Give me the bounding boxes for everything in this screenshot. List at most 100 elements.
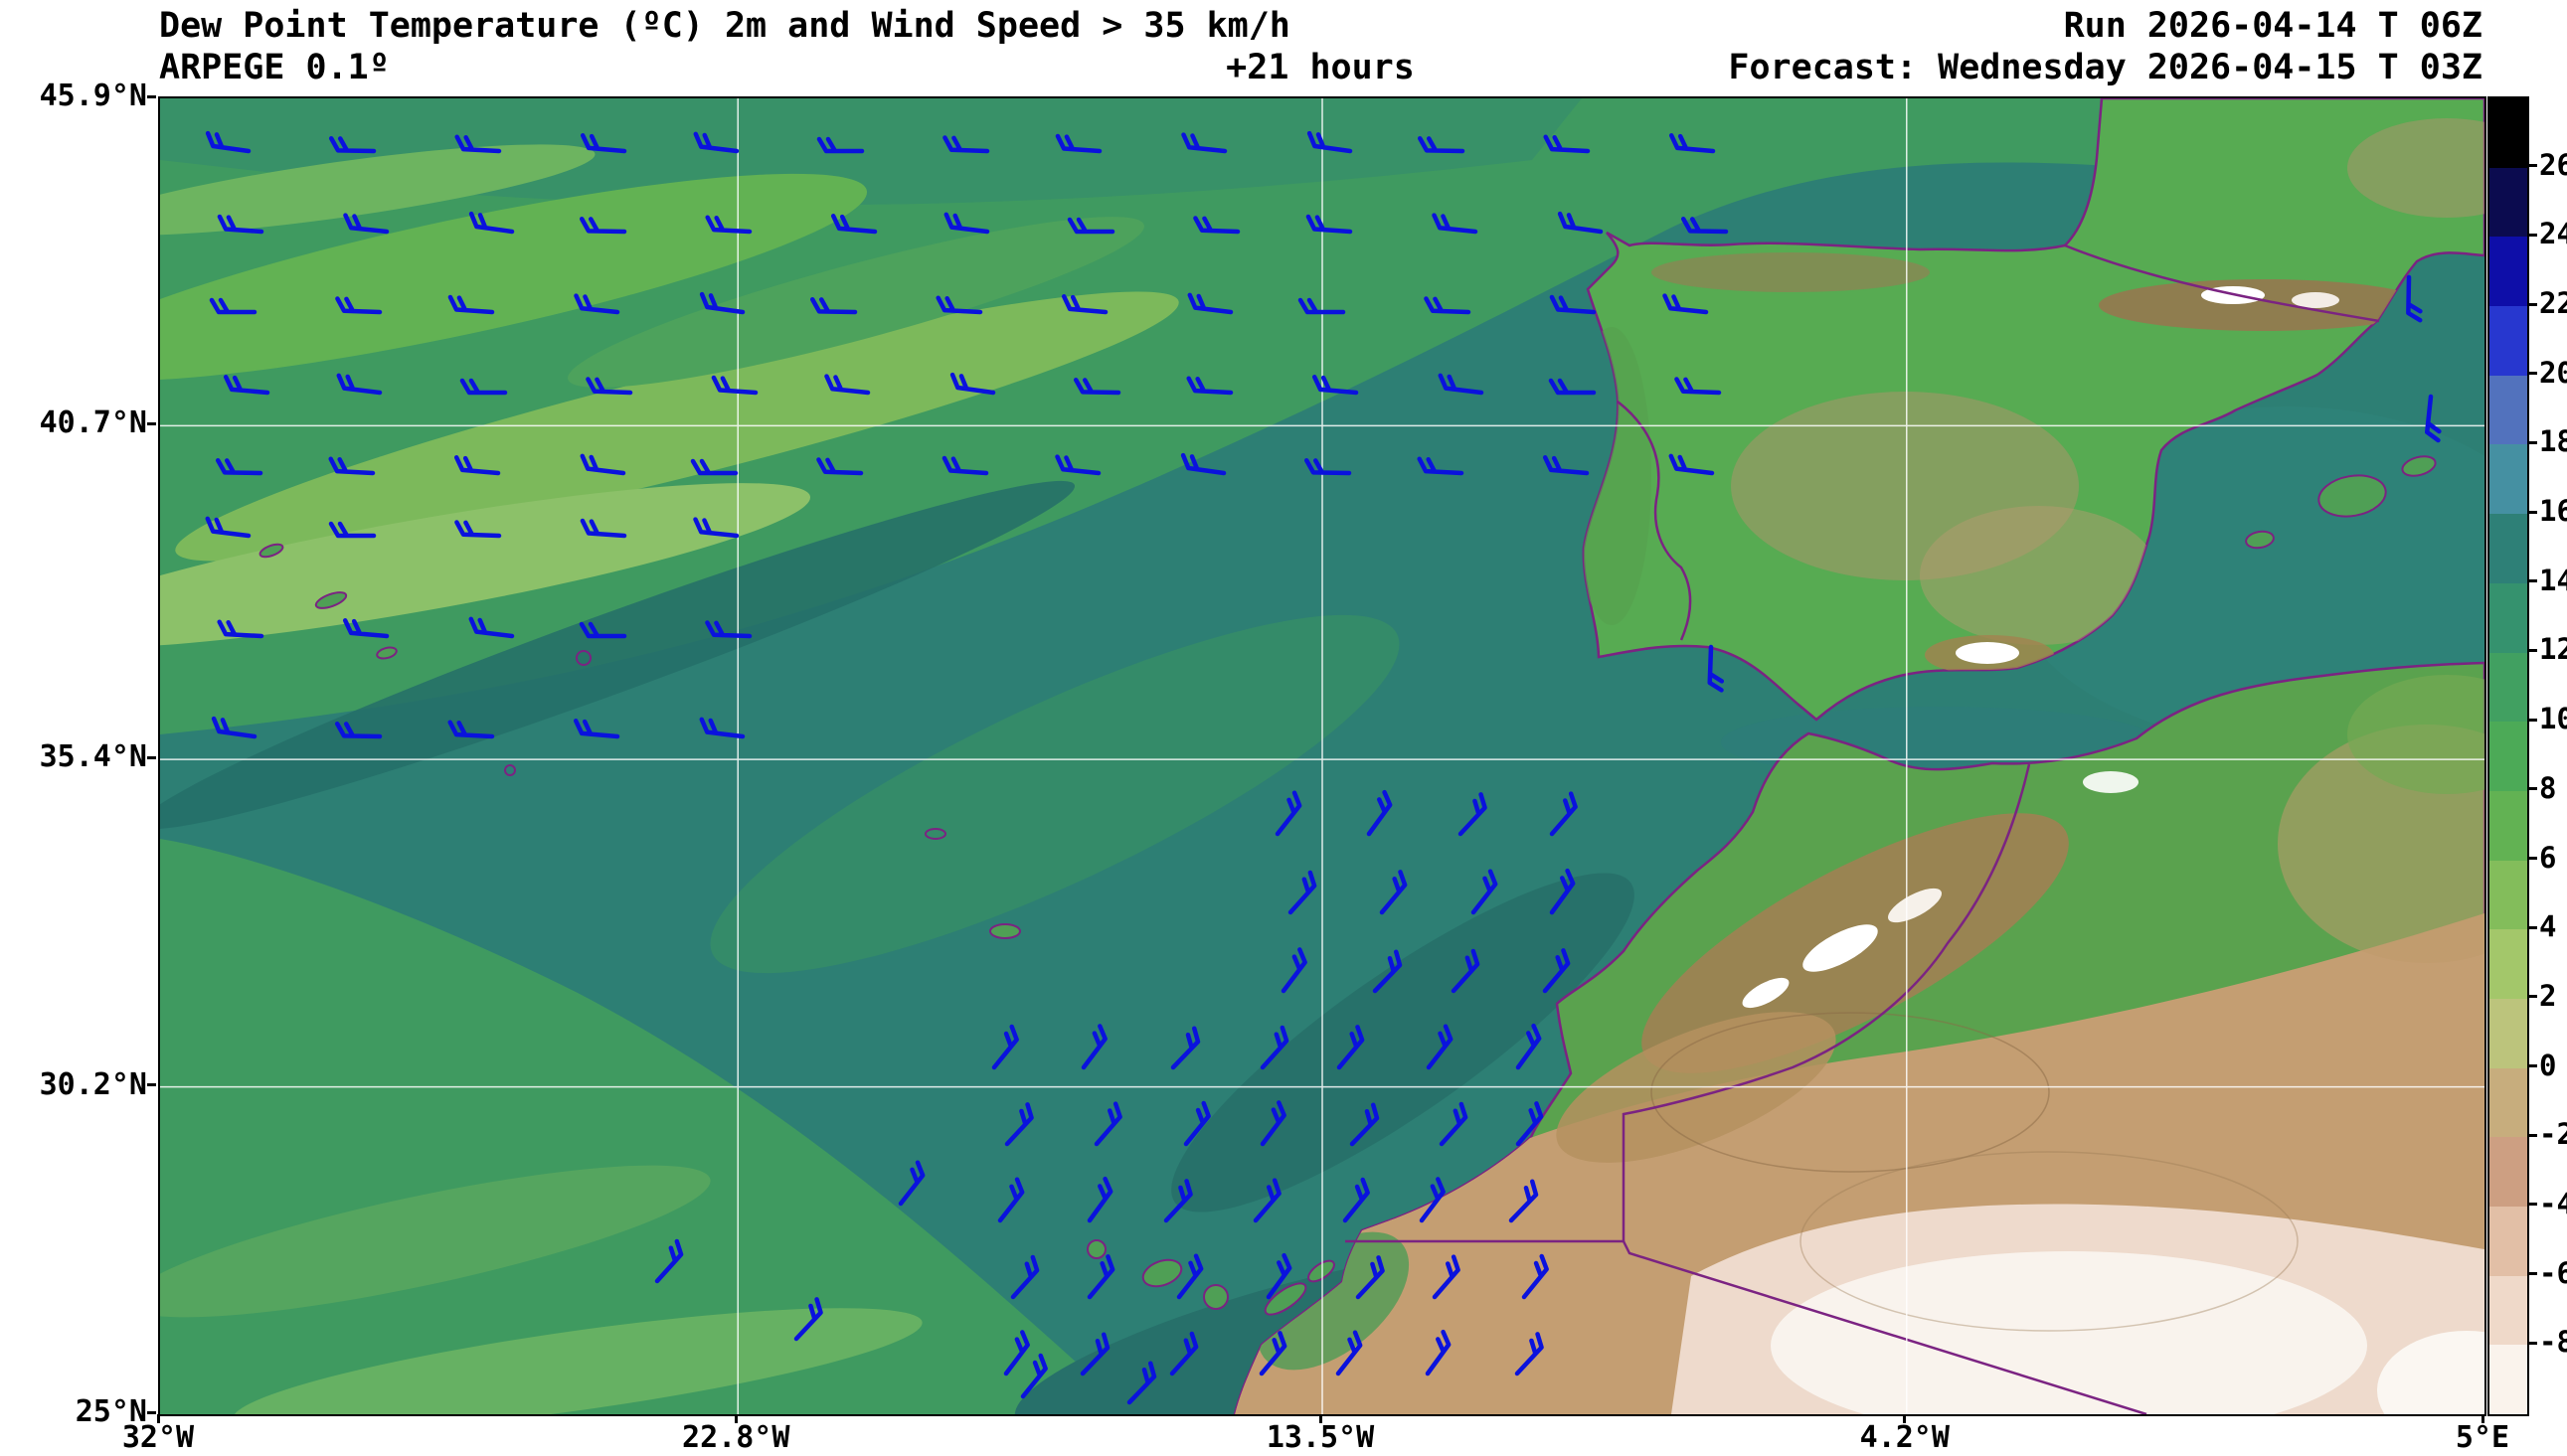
land-layer [1233, 98, 2484, 1414]
x-axis-tick-label: 13.5°W [1266, 1420, 1375, 1455]
colorbar-tick-mark [2529, 302, 2537, 306]
colorbar-tick-mark [2529, 1341, 2537, 1345]
western-sahara-border [1345, 1239, 2147, 1414]
ibiza-island [2245, 530, 2275, 550]
colorbar-tick-label: 6 [2539, 840, 2557, 875]
y-axis-tick-mark [147, 1083, 156, 1087]
colorbar-tick-label: -2 [2539, 1117, 2567, 1152]
y-axis-tick-label: 45.9°N [39, 79, 147, 113]
border-layer [1345, 243, 2380, 1414]
x-axis-tick-mark [1903, 1414, 1907, 1423]
ocean-contour [925, 828, 946, 840]
colorbar-tick-mark [2529, 164, 2537, 168]
colorbar-tick-mark [2529, 995, 2537, 999]
colorbar-segment [2489, 167, 2527, 238]
colorbar-segment [2489, 1207, 2527, 1276]
colorbar-tick-mark [2529, 648, 2537, 652]
colorbar-segment [2489, 860, 2527, 930]
x-axis-tick-mark [156, 1414, 160, 1423]
colorbar-tick-label: 12 [2539, 632, 2567, 667]
colorbar-tick-label: 4 [2539, 909, 2557, 944]
colorbar-segment [2489, 790, 2527, 861]
x-axis-tick-label: 4.2°W [1859, 1420, 1950, 1455]
colorbar-tick-mark [2529, 787, 2537, 791]
x-axis-tick-label: 22.8°W [682, 1420, 790, 1455]
canary-island [1141, 1258, 1183, 1288]
colorbar-segment [2489, 514, 2527, 583]
map-svg [160, 98, 2484, 1414]
colorbar-tick-label: 14 [2539, 563, 2567, 597]
y-axis-tick-label: 30.2°N [39, 1066, 147, 1102]
ocean-contour [576, 650, 592, 666]
graticule-layer [160, 98, 2484, 1414]
canary-island [1203, 1284, 1229, 1310]
colorbar-segment [2489, 998, 2527, 1068]
colorbar [2487, 96, 2529, 1416]
colorbar-segment [2489, 1275, 2527, 1346]
colorbar-tick-label: -6 [2539, 1255, 2567, 1290]
x-axis-tick-label: 32°W [121, 1420, 195, 1455]
colorbar-tick-mark [2529, 857, 2537, 861]
colorbar-tick-label: 18 [2539, 424, 2567, 459]
colorbar-segment [2489, 1137, 2527, 1207]
colorbar-tick-label: 8 [2539, 770, 2557, 805]
colorbar-tick-label: 10 [2539, 702, 2567, 736]
y-axis-tick-mark [147, 94, 156, 98]
x-axis-tick-mark [2481, 1414, 2484, 1423]
colorbar-tick-label: 2 [2539, 978, 2557, 1013]
ocean-contour [504, 764, 516, 776]
colorbar-segment [2489, 652, 2527, 723]
forecast-label: Forecast: Wednesday 2026-04-15 T 03Z [1728, 48, 2482, 87]
canary-island [1307, 1259, 1335, 1283]
colorbar-tick-mark [2529, 1064, 2537, 1068]
y-axis-tick-mark [147, 421, 156, 425]
colorbar-tick-mark [2529, 1272, 2537, 1276]
map-title: Dew Point Temperature (ºC) 2m and Wind S… [159, 6, 1290, 46]
colorbar-tick-label: 24 [2539, 217, 2567, 251]
colorbar-tick-label: 22 [2539, 286, 2567, 321]
map-plot-frame [158, 96, 2486, 1416]
azores-island [314, 591, 348, 609]
colorbar-segment [2489, 375, 2527, 445]
colorbar-tick-mark [2529, 1203, 2537, 1207]
y-axis-tick-mark [147, 1410, 156, 1414]
y-axis-tick-label: 35.4°N [39, 739, 147, 775]
colorbar-segment [2489, 722, 2527, 791]
colorbar-tick-mark [2529, 579, 2537, 583]
y-axis-tick-label: 25°N [75, 1394, 147, 1429]
colorbar-tick-label: -8 [2539, 1325, 2567, 1360]
x-axis-tick-mark [1318, 1414, 1322, 1423]
colorbar-segment [2489, 98, 2527, 168]
canary-island [1264, 1282, 1307, 1316]
colorbar-tick-mark [2529, 440, 2537, 444]
colorbar-segment [2489, 237, 2527, 307]
lead-time-label: +21 hours [1226, 48, 1415, 87]
menorca-island [2401, 455, 2437, 477]
colorbar-tick-mark [2529, 372, 2537, 376]
colorbar-segment [2489, 1067, 2527, 1138]
colorbar-segment [2489, 444, 2527, 515]
islands-layer [258, 455, 2437, 1316]
azores-island [258, 543, 284, 559]
colorbar-tick-mark [2529, 718, 2537, 722]
colorbar-tick-label: 16 [2539, 494, 2567, 529]
azores-island [376, 646, 398, 660]
africa-terrain-detail [1235, 675, 2484, 1414]
colorbar-segment [2489, 306, 2527, 376]
x-axis-tick-mark [734, 1414, 738, 1423]
colorbar-tick-mark [2529, 1133, 2537, 1137]
mallorca-island [2317, 474, 2387, 518]
colorbar-tick-mark [2529, 925, 2537, 929]
y-axis-tick-mark [147, 755, 156, 759]
iberia-terrain-detail [1583, 118, 2484, 675]
colorbar-tick-label: -4 [2539, 1186, 2567, 1220]
x-axis-tick-label: 5°E [2455, 1420, 2510, 1455]
run-label: Run 2026-04-14 T 06Z [2063, 6, 2482, 46]
morocco-algeria-border [1622, 763, 2031, 1241]
colorbar-segment [2489, 1345, 2527, 1415]
portugal-spain-border [1617, 401, 1692, 641]
pyrenees-border [2064, 243, 2380, 323]
colorbar-tick-label: 0 [2539, 1048, 2557, 1082]
model-label: ARPEGE 0.1º [159, 48, 390, 87]
